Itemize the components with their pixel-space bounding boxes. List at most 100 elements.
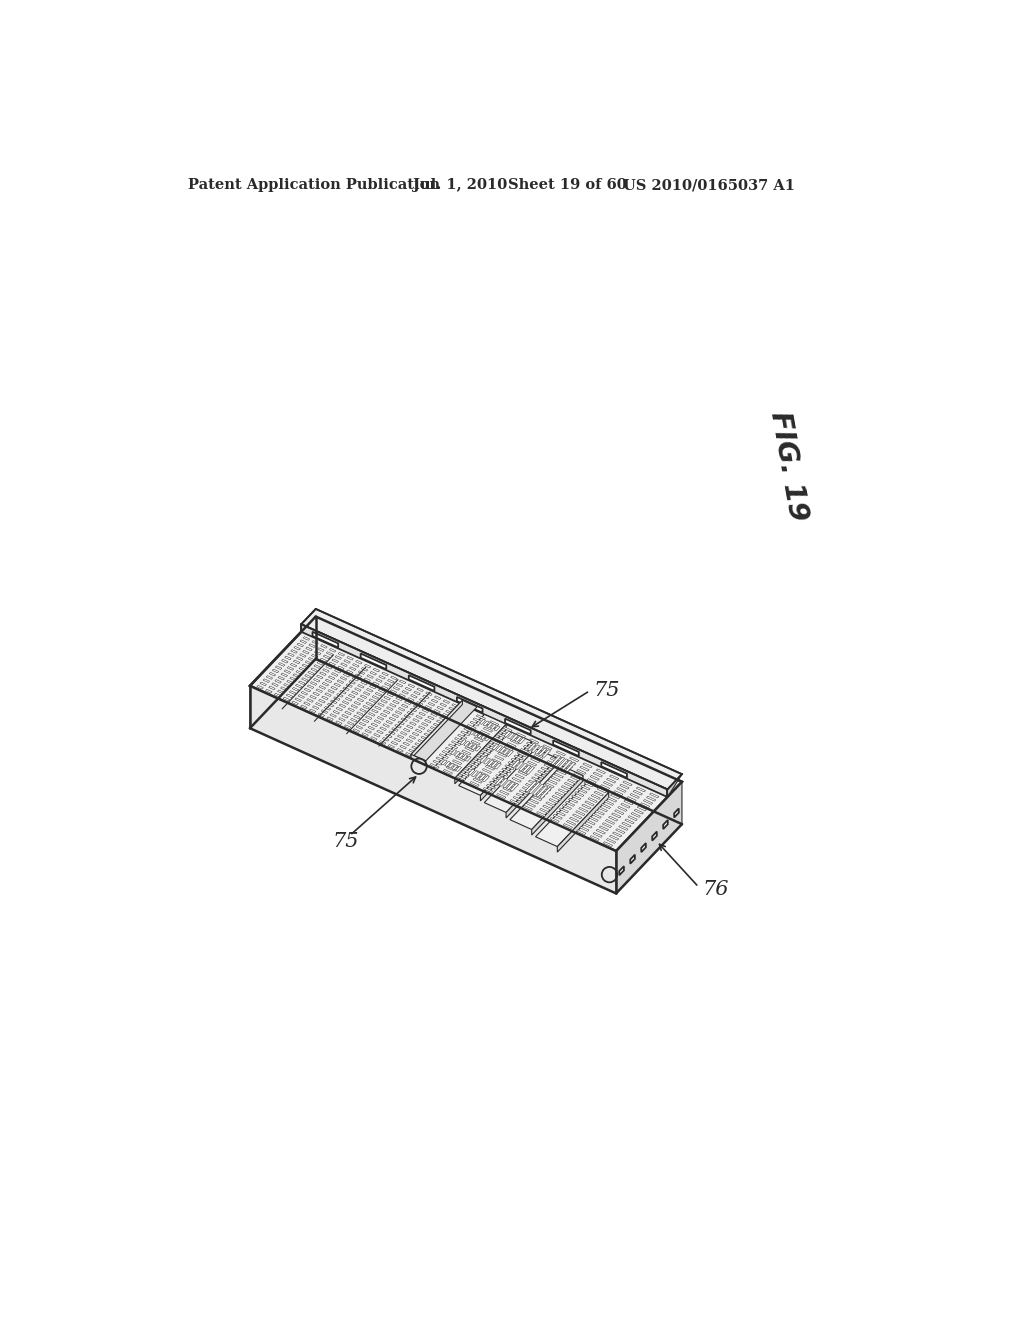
Polygon shape: [392, 727, 398, 731]
Polygon shape: [566, 821, 575, 825]
Polygon shape: [480, 734, 486, 739]
Polygon shape: [302, 677, 308, 681]
Polygon shape: [440, 704, 446, 706]
Polygon shape: [527, 762, 537, 766]
Polygon shape: [521, 767, 530, 772]
Polygon shape: [406, 752, 412, 756]
Polygon shape: [523, 805, 532, 810]
Polygon shape: [507, 743, 516, 747]
Polygon shape: [318, 700, 325, 704]
Polygon shape: [483, 758, 490, 764]
Polygon shape: [532, 784, 544, 795]
Polygon shape: [269, 672, 275, 676]
Polygon shape: [488, 762, 498, 767]
Polygon shape: [365, 730, 372, 733]
Polygon shape: [563, 763, 572, 768]
Polygon shape: [382, 672, 388, 676]
Polygon shape: [376, 678, 382, 682]
Polygon shape: [477, 734, 486, 739]
Polygon shape: [374, 734, 380, 737]
Polygon shape: [497, 793, 506, 799]
Polygon shape: [317, 661, 324, 665]
Polygon shape: [512, 777, 521, 783]
Polygon shape: [356, 711, 364, 715]
Polygon shape: [444, 762, 451, 767]
Polygon shape: [361, 733, 369, 737]
Polygon shape: [360, 653, 386, 669]
Polygon shape: [566, 760, 575, 766]
Polygon shape: [388, 744, 394, 748]
Polygon shape: [433, 723, 440, 727]
Polygon shape: [260, 682, 266, 686]
Polygon shape: [401, 718, 408, 722]
Polygon shape: [316, 689, 323, 693]
Polygon shape: [490, 739, 500, 744]
Polygon shape: [355, 660, 362, 664]
Polygon shape: [361, 668, 368, 671]
Polygon shape: [283, 697, 290, 701]
Polygon shape: [378, 689, 385, 693]
Polygon shape: [494, 737, 503, 742]
Polygon shape: [403, 742, 410, 746]
Polygon shape: [399, 680, 406, 684]
Polygon shape: [578, 788, 587, 793]
Polygon shape: [451, 750, 457, 755]
Polygon shape: [278, 690, 284, 694]
Polygon shape: [287, 667, 294, 671]
Polygon shape: [415, 743, 421, 746]
Polygon shape: [487, 743, 497, 748]
Polygon shape: [337, 693, 343, 697]
Polygon shape: [668, 774, 682, 797]
Polygon shape: [529, 739, 539, 743]
Polygon shape: [314, 665, 321, 668]
Polygon shape: [373, 668, 380, 672]
Polygon shape: [510, 784, 518, 791]
Polygon shape: [406, 688, 412, 690]
Polygon shape: [268, 686, 275, 690]
Polygon shape: [588, 797, 597, 803]
Polygon shape: [649, 793, 658, 797]
Polygon shape: [606, 779, 615, 783]
Polygon shape: [555, 792, 564, 797]
Polygon shape: [347, 722, 354, 725]
Polygon shape: [443, 770, 453, 775]
Polygon shape: [375, 706, 381, 710]
Polygon shape: [326, 678, 332, 682]
Polygon shape: [536, 783, 608, 846]
Polygon shape: [313, 678, 319, 682]
Polygon shape: [349, 681, 355, 684]
Polygon shape: [364, 678, 371, 681]
Polygon shape: [274, 693, 281, 697]
Polygon shape: [304, 688, 310, 692]
Polygon shape: [299, 668, 305, 671]
Polygon shape: [274, 680, 282, 684]
Polygon shape: [332, 673, 338, 676]
Polygon shape: [437, 706, 443, 710]
Polygon shape: [411, 701, 477, 760]
Polygon shape: [584, 781, 593, 787]
Polygon shape: [524, 764, 534, 770]
Polygon shape: [411, 708, 417, 711]
Polygon shape: [312, 640, 318, 644]
Text: US 2010/0165037 A1: US 2010/0165037 A1: [624, 178, 796, 193]
Polygon shape: [293, 673, 299, 677]
Polygon shape: [641, 843, 646, 853]
Polygon shape: [353, 715, 360, 719]
Polygon shape: [334, 697, 340, 701]
Polygon shape: [417, 688, 423, 692]
Polygon shape: [579, 808, 588, 812]
Polygon shape: [354, 688, 361, 692]
Polygon shape: [575, 810, 585, 816]
Polygon shape: [470, 730, 476, 734]
Polygon shape: [471, 741, 480, 746]
Polygon shape: [605, 820, 614, 825]
Polygon shape: [479, 772, 488, 776]
Polygon shape: [552, 796, 561, 800]
Polygon shape: [315, 702, 322, 706]
Polygon shape: [383, 723, 389, 727]
Polygon shape: [314, 651, 321, 655]
Polygon shape: [382, 738, 389, 741]
Polygon shape: [413, 733, 419, 737]
Polygon shape: [473, 731, 479, 737]
Polygon shape: [402, 690, 409, 694]
